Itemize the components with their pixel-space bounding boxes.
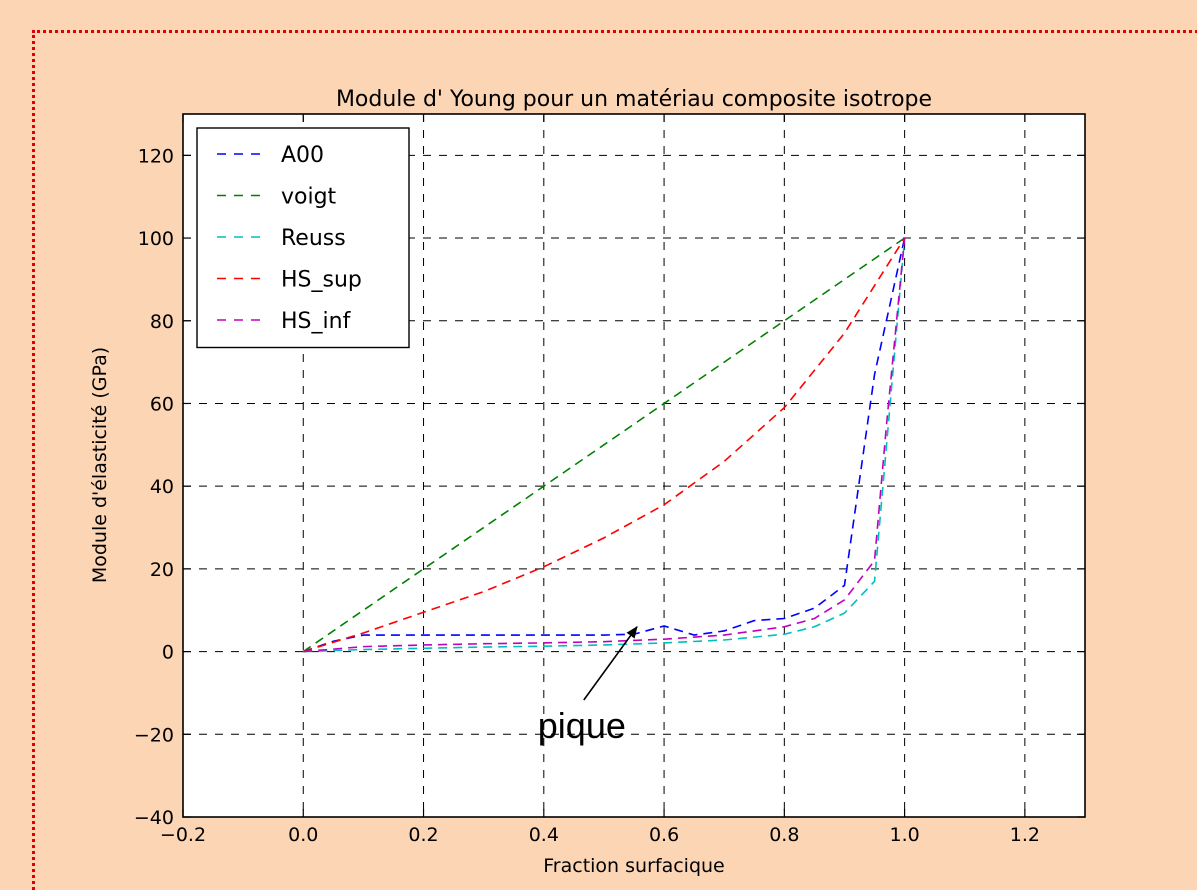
y-axis-label: Module d'élasticité (GPa) <box>89 347 111 583</box>
x-tick-label: 0.0 <box>288 824 318 846</box>
x-tick-label: −0.2 <box>160 824 206 846</box>
y-tick-label: −20 <box>134 724 174 746</box>
y-tick-label: 100 <box>138 228 174 250</box>
chart-title: Module d' Young pour un matériau composi… <box>336 87 932 112</box>
series-line-hs-sup <box>303 237 906 653</box>
legend: A00 voigt Reuss HS_sup HS_inf <box>196 127 410 349</box>
series-line-a00 <box>303 237 906 653</box>
legend-label: HS_inf <box>281 309 352 334</box>
annotations: pique <box>538 625 638 746</box>
y-tick-label: 0 <box>162 642 174 664</box>
x-tick-label: 1.0 <box>889 824 919 846</box>
y-tick-label: 80 <box>150 311 174 333</box>
x-tick-label: 0.8 <box>769 824 799 846</box>
y-tick-label: −40 <box>134 807 174 829</box>
x-tick-label: 0.4 <box>529 824 559 846</box>
y-tick-label: 40 <box>150 476 174 498</box>
y-tick-label: 20 <box>150 559 174 581</box>
legend-box <box>196 127 410 349</box>
annotation-arrow <box>583 625 638 701</box>
legend-label: HS_sup <box>281 268 362 293</box>
series-line-reuss <box>303 237 906 653</box>
legend-label: A00 <box>281 143 324 168</box>
y-tick-label: 60 <box>150 393 174 415</box>
x-tick-label: 0.6 <box>649 824 679 846</box>
y-tick-label: 120 <box>138 145 174 167</box>
x-tick-label: 0.2 <box>408 824 438 846</box>
series-line-voigt <box>302 237 906 653</box>
legend-label: voigt <box>281 185 337 210</box>
annotation-label: pique <box>538 705 626 746</box>
legend-label: Reuss <box>281 226 346 251</box>
series-lines <box>302 237 906 653</box>
x-tick-label: 1.2 <box>1010 824 1040 846</box>
page-frame <box>32 30 1197 890</box>
series-line-hs-inf <box>303 237 906 653</box>
ticks: −0.2 0.0 0.2 0.4 0.6 0.8 1.0 1.2 −40 −20 0 20 40 60 80… <box>134 114 1085 846</box>
plot-area-frame <box>182 113 1086 818</box>
x-axis-label: Fraction surfacique <box>543 855 724 877</box>
